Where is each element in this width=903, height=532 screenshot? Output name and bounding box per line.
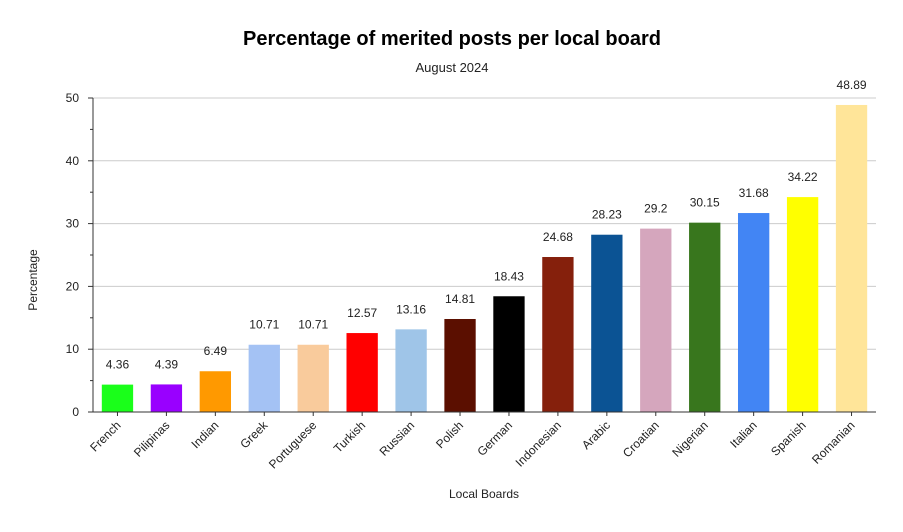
data-label-french: 4.36 — [106, 358, 130, 372]
y-tick-label: 10 — [66, 342, 80, 356]
data-label-portuguese: 10.71 — [298, 318, 328, 332]
data-label-greek: 10.71 — [249, 318, 279, 332]
bar-nigerian — [689, 222, 721, 412]
x-tick-label-romanian: Romanian — [809, 418, 858, 467]
bar-turkish — [346, 333, 378, 412]
x-tick-label-croatian: Croatian — [620, 418, 662, 460]
x-tick-label-portuguese: Portuguese — [266, 418, 320, 472]
bar-pilipinas — [150, 384, 183, 412]
data-label-german: 18.43 — [494, 269, 524, 283]
data-labels: 4.36 4.39 6.49 10.71 10.71 12.57 13.16 14.81 18.… — [106, 78, 867, 372]
x-tick-label-french: French — [87, 418, 123, 454]
x-tick-label-turkish: Turkish — [331, 418, 368, 455]
bar-spanish — [786, 197, 819, 412]
data-label-croatian: 29.2 — [644, 202, 668, 216]
y-tick-label: 50 — [66, 91, 80, 105]
x-tick-label-pilipinas: Pilipinas — [131, 418, 173, 460]
x-tick-label-greek: Greek — [237, 418, 271, 452]
x-tick-label-italian: Italian — [727, 418, 760, 451]
bar-greek — [248, 344, 280, 412]
y-tick-label: 30 — [66, 217, 80, 231]
chart-subtitle: August 2024 — [415, 60, 488, 75]
data-label-italian: 31.68 — [739, 186, 769, 200]
data-label-pilipinas: 4.39 — [155, 357, 179, 371]
data-label-spanish: 34.22 — [788, 170, 818, 184]
y-tick-label: 20 — [66, 279, 80, 293]
data-label-nigerian: 30.15 — [690, 196, 720, 210]
x-tick-label-polish: Polish — [433, 418, 466, 451]
data-label-arabic: 28.23 — [592, 208, 622, 222]
y-axis-ticks: 0 10 20 30 40 50 — [66, 91, 93, 419]
x-axis-label: Local Boards — [449, 487, 519, 501]
y-tick-label: 40 — [66, 154, 80, 168]
x-tick-label-indian: Indian — [188, 418, 221, 451]
y-axis-label: Percentage — [26, 249, 40, 311]
bar-arabic — [591, 234, 623, 412]
data-label-russian: 13.16 — [396, 302, 426, 316]
bar-french — [101, 384, 134, 412]
data-label-turkish: 12.57 — [347, 306, 377, 320]
bar-indian — [199, 371, 232, 412]
x-tick-label-nigerian: Nigerian — [669, 418, 711, 460]
x-tick-label-spanish: Spanish — [768, 418, 809, 459]
bar-croatian — [640, 228, 672, 412]
data-label-indian: 6.49 — [204, 344, 228, 358]
x-tick-label-german: German — [475, 418, 516, 459]
y-tick-label: 0 — [72, 405, 79, 419]
chart-title: Percentage of merited posts per local bo… — [243, 28, 661, 50]
x-tick-label-russian: Russian — [377, 418, 418, 459]
data-label-romanian: 48.89 — [837, 78, 867, 92]
bar-indonesian — [542, 257, 574, 412]
data-label-indonesian: 24.68 — [543, 230, 573, 244]
bar-russian — [395, 329, 427, 412]
bar-italian — [737, 213, 770, 412]
bar-portuguese — [297, 344, 329, 412]
data-label-polish: 14.81 — [445, 292, 475, 306]
x-tick-label-arabic: Arabic — [579, 418, 613, 452]
bar-polish — [444, 318, 476, 412]
bars — [101, 104, 868, 413]
bar-romanian — [835, 104, 868, 413]
x-tick-label-indonesian: Indonesian — [513, 418, 564, 469]
bar-german — [493, 296, 525, 412]
